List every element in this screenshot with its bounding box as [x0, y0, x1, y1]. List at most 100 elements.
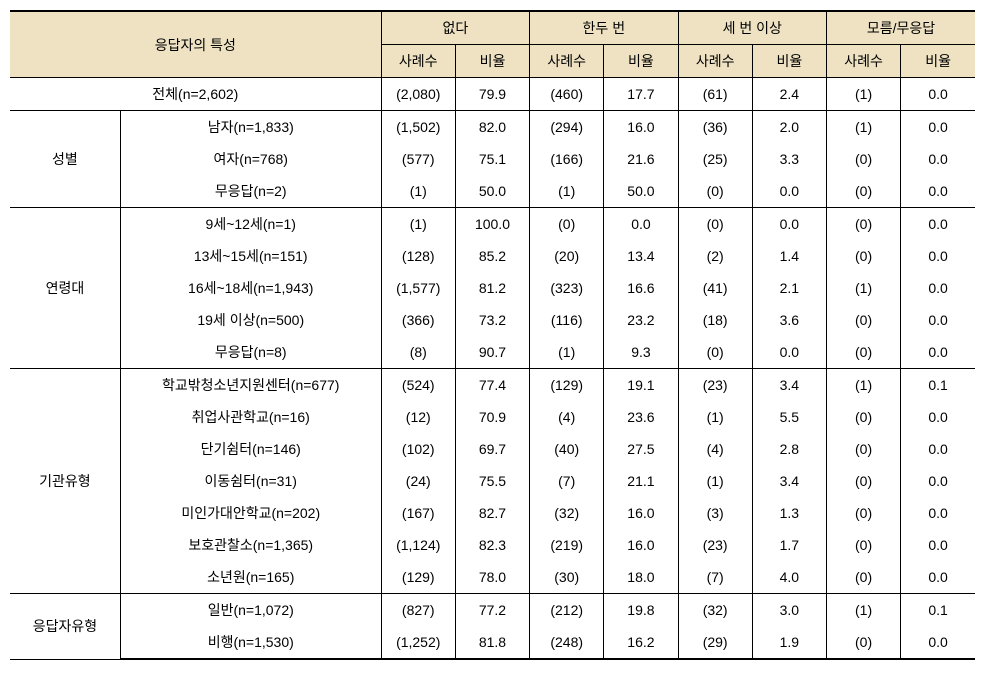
table-cell: (18)	[678, 304, 752, 336]
table-cell: (23)	[678, 369, 752, 402]
table-cell: 77.2	[455, 594, 529, 627]
table-cell: (294)	[530, 111, 604, 144]
table-cell: 16.0	[604, 497, 678, 529]
table-cell: (1)	[826, 111, 900, 144]
table-cell: 0.0	[752, 175, 826, 208]
table-cell: (41)	[678, 272, 752, 304]
table-cell: 1.3	[752, 497, 826, 529]
table-cell: (30)	[530, 561, 604, 594]
table-cell: 0.0	[901, 561, 975, 594]
table-cell: 0.0	[901, 143, 975, 175]
table-cell: (1)	[678, 401, 752, 433]
table-cell: 3.0	[752, 594, 826, 627]
table-cell: 0.0	[752, 336, 826, 369]
row-label: 미인가대안학교(n=202)	[120, 497, 381, 529]
table-cell: 1.7	[752, 529, 826, 561]
table-cell: (7)	[678, 561, 752, 594]
table-cell: 85.2	[455, 240, 529, 272]
table-cell: (0)	[530, 208, 604, 241]
row-label: 16세~18세(n=1,943)	[120, 272, 381, 304]
table-cell: (7)	[530, 465, 604, 497]
table-cell: (1)	[826, 369, 900, 402]
table-cell: 90.7	[455, 336, 529, 369]
table-cell: 0.1	[901, 369, 975, 402]
table-cell: (0)	[678, 336, 752, 369]
table-cell: (524)	[381, 369, 455, 402]
table-cell: 81.2	[455, 272, 529, 304]
table-cell: 16.0	[604, 529, 678, 561]
table-cell: 0.0	[901, 240, 975, 272]
table-cell: (460)	[530, 78, 604, 111]
table-cell: (1,252)	[381, 626, 455, 659]
table-cell: (32)	[678, 594, 752, 627]
table-cell: 100.0	[455, 208, 529, 241]
category-label: 기관유형	[10, 369, 120, 594]
table-cell: 2.8	[752, 433, 826, 465]
category-label: 응답자유형	[10, 594, 120, 660]
table-cell: (129)	[381, 561, 455, 594]
table-cell: (23)	[678, 529, 752, 561]
table-cell: 0.0	[901, 175, 975, 208]
table-cell: (1,502)	[381, 111, 455, 144]
table-cell: 16.0	[604, 111, 678, 144]
table-cell: (1)	[678, 465, 752, 497]
table-cell: 19.1	[604, 369, 678, 402]
row-label: 9세~12세(n=1)	[120, 208, 381, 241]
table-cell: 27.5	[604, 433, 678, 465]
table-cell: 0.0	[604, 208, 678, 241]
table-cell: 19.8	[604, 594, 678, 627]
table-cell: (25)	[678, 143, 752, 175]
table-cell: 1.9	[752, 626, 826, 659]
table-cell: (166)	[530, 143, 604, 175]
row-label: 19세 이상(n=500)	[120, 304, 381, 336]
category-label: 성별	[10, 111, 120, 208]
row-label: 여자(n=768)	[120, 143, 381, 175]
table-cell: 4.0	[752, 561, 826, 594]
table-cell: (20)	[530, 240, 604, 272]
table-cell: 3.6	[752, 304, 826, 336]
table-cell: 82.7	[455, 497, 529, 529]
table-cell: (827)	[381, 594, 455, 627]
table-cell: (0)	[678, 175, 752, 208]
table-cell: 0.0	[901, 433, 975, 465]
row-label: 보호관찰소(n=1,365)	[120, 529, 381, 561]
row-label: 13세~15세(n=151)	[120, 240, 381, 272]
header-sub: 비율	[604, 45, 678, 78]
table-cell: (0)	[826, 529, 900, 561]
table-cell: 0.0	[752, 208, 826, 241]
table-cell: (0)	[826, 143, 900, 175]
row-label: 취업사관학교(n=16)	[120, 401, 381, 433]
table-cell: (1)	[530, 175, 604, 208]
table-cell: (0)	[826, 497, 900, 529]
table-cell: (0)	[826, 561, 900, 594]
table-cell: 78.0	[455, 561, 529, 594]
table-cell: (0)	[826, 336, 900, 369]
category-label: 연령대	[10, 208, 120, 369]
table-cell: (2,080)	[381, 78, 455, 111]
header-sub: 비율	[752, 45, 826, 78]
table-cell: 75.1	[455, 143, 529, 175]
table-cell: 3.4	[752, 369, 826, 402]
table-cell: (24)	[381, 465, 455, 497]
table-cell: (1)	[826, 272, 900, 304]
table-cell: (167)	[381, 497, 455, 529]
data-table: 응답자의 특성 없다 한두 번 세 번 이상 모름/무응답 사례수 비율 사례수…	[10, 10, 975, 660]
row-label: 학교밖청소년지원센터(n=677)	[120, 369, 381, 402]
table-cell: (116)	[530, 304, 604, 336]
table-cell: (212)	[530, 594, 604, 627]
table-cell: (8)	[381, 336, 455, 369]
header-sub: 비율	[455, 45, 529, 78]
header-group-3: 모름/무응답	[826, 11, 975, 45]
table-cell: (0)	[826, 208, 900, 241]
table-cell: 79.9	[455, 78, 529, 111]
table-cell: (4)	[530, 401, 604, 433]
table-cell: 0.0	[901, 626, 975, 659]
table-cell: (0)	[826, 465, 900, 497]
table-cell: 17.7	[604, 78, 678, 111]
table-cell: (1)	[381, 175, 455, 208]
table-cell: 81.8	[455, 626, 529, 659]
table-cell: 82.0	[455, 111, 529, 144]
header-sub: 비율	[901, 45, 975, 78]
table-cell: 0.0	[901, 78, 975, 111]
table-cell: 0.0	[901, 304, 975, 336]
